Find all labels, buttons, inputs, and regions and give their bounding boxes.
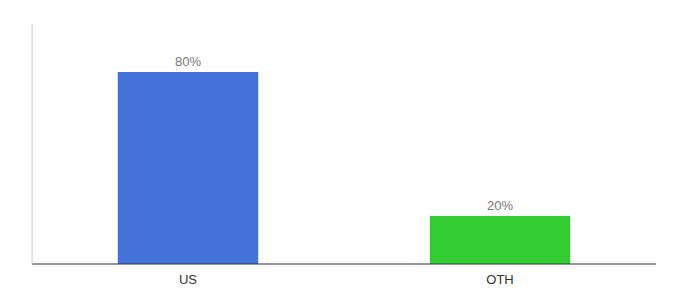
bar [430,216,570,264]
bar [118,72,258,264]
chart-container: 80% 20% US OTH [0,0,680,300]
data-label: 80% [175,54,201,69]
x-tick-label: OTH [486,272,513,287]
x-axis-line [32,264,656,265]
chart-svg: 80% 20% US OTH [0,0,680,300]
x-tick-label: US [179,272,197,287]
y-axis-line [32,24,33,264]
data-label: 20% [487,198,513,213]
page: {"chart_data": {"type": "bar", "categori… [0,0,680,300]
bars [118,72,570,264]
data-labels: 80% 20% [175,54,513,213]
x-tick-labels: US OTH [179,272,514,287]
